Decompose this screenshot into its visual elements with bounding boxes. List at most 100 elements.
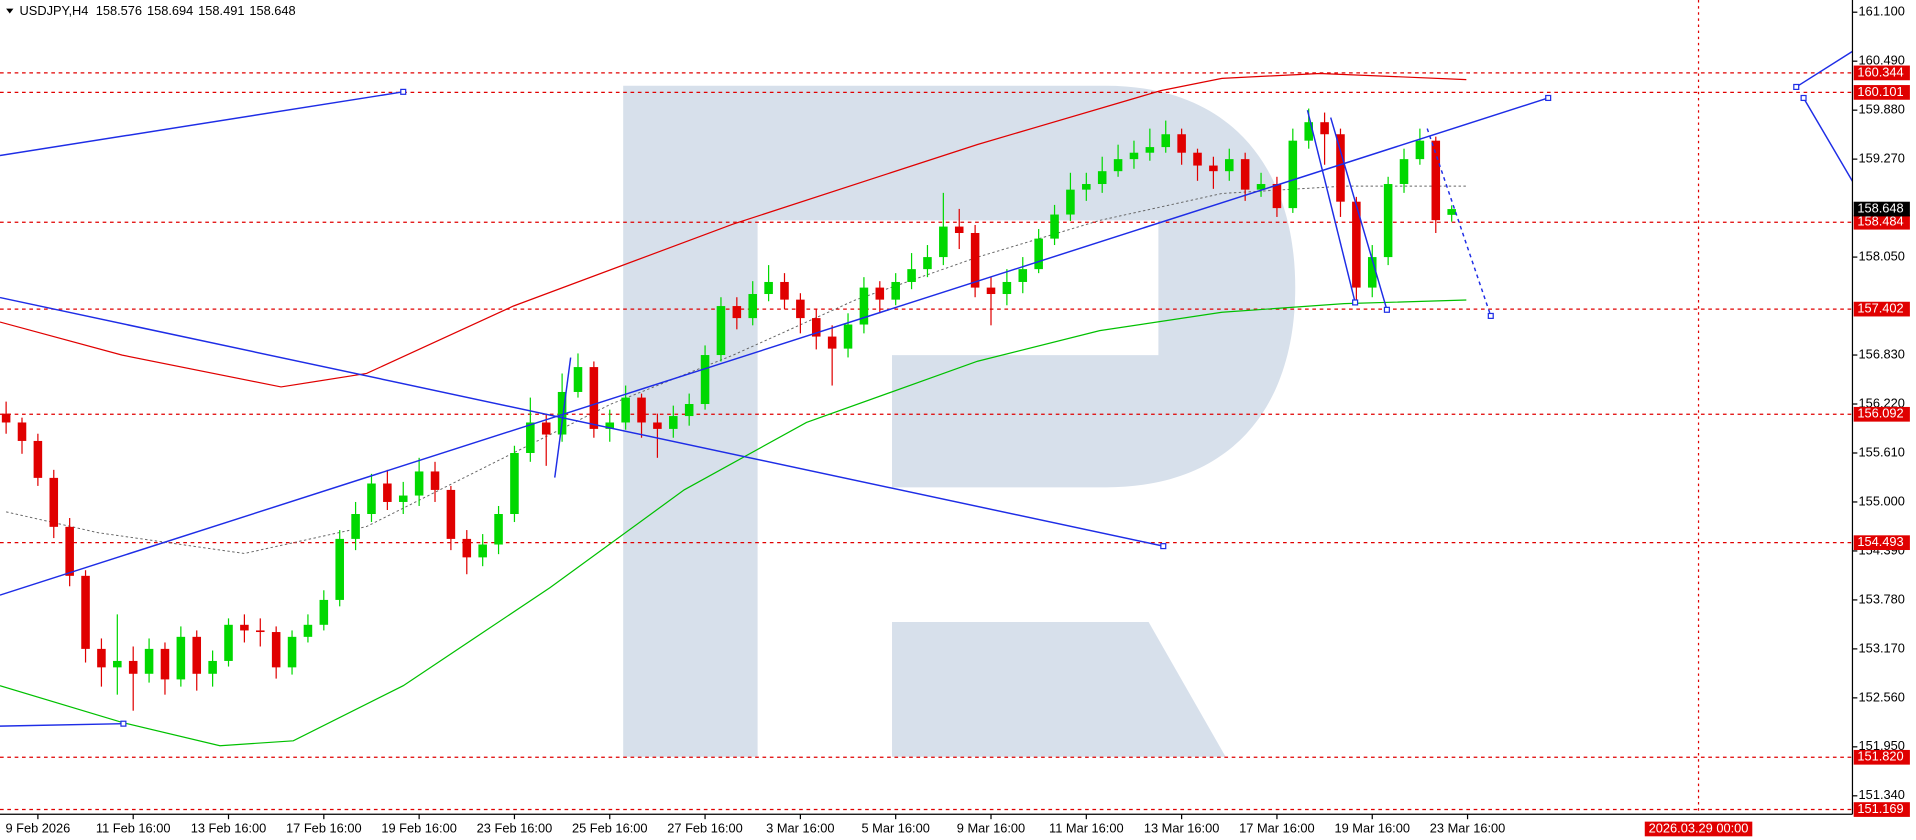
menu-arrow[interactable]: [6, 8, 14, 14]
x-tick-label: 17 Mar 16:00: [1239, 820, 1315, 835]
candle-body: [303, 624, 313, 637]
candle-body: [1240, 159, 1250, 190]
candle-body: [383, 483, 392, 502]
candle-body: [271, 632, 281, 668]
candle-body: [1352, 201, 1361, 288]
candle-body: [621, 397, 630, 423]
candle-body: [1256, 184, 1266, 190]
y-tick-label: 155.610: [1859, 444, 1905, 459]
x-tick-label: 11 Feb 16:00: [96, 820, 171, 835]
anchor: [1383, 306, 1390, 313]
y-tick-label: 153.780: [1859, 591, 1905, 606]
candle-body: [176, 636, 186, 680]
y-tick-label: 156.220: [1859, 395, 1905, 410]
trend-line: [1802, 97, 1854, 182]
candle-body: [1209, 165, 1218, 172]
candle-body: [1399, 159, 1409, 185]
levels: [0, 0, 1853, 815]
candle-body: [1193, 152, 1202, 166]
candle-body: [526, 422, 535, 453]
candle-body: [1002, 281, 1012, 295]
trend-line: [1426, 128, 1492, 317]
candle-body: [796, 299, 805, 319]
candle-body: [462, 538, 472, 558]
x-tick-label: 5 Mar 16:00: [861, 820, 929, 835]
trend-line: [1329, 117, 1388, 311]
candle-body: [1050, 214, 1059, 239]
trend-line: [0, 91, 404, 157]
moving-average: [0, 299, 1467, 747]
header: USDJPY,H4 158.576 158.694 158.491 158.648: [20, 4, 296, 19]
anchor: [1160, 543, 1167, 550]
x-tick-label: 9 Feb 2026: [5, 820, 70, 835]
candle-body: [732, 306, 742, 319]
bar-open: 158.576: [96, 4, 142, 19]
price-label: 158.648: [1857, 200, 1903, 215]
candle-body: [113, 660, 122, 668]
candle-body: [128, 660, 138, 674]
level-label: 158.484: [1857, 214, 1903, 229]
candle-body: [319, 599, 329, 625]
candle-body: [446, 489, 456, 539]
candle-body: [192, 636, 202, 674]
trend-line: [1795, 50, 1853, 88]
anchor: [1800, 94, 1807, 102]
candle-body: [414, 471, 424, 496]
watermark-shape: [892, 622, 1226, 757]
candle-body: [1097, 171, 1107, 185]
candle-body: [573, 367, 583, 392]
time-marker-box: [1644, 821, 1753, 837]
candle-body: [859, 287, 869, 325]
candles: [1, 108, 1456, 711]
moving-average: [0, 72, 1467, 388]
trend-line: [0, 97, 1549, 596]
candle-body: [669, 416, 678, 429]
y-tick-label: 158.050: [1859, 248, 1905, 263]
x-tick-label: 9 Mar 16:00: [957, 820, 1025, 835]
bar-high: 158.694: [147, 4, 193, 19]
trend-line: [1306, 110, 1356, 303]
x-tick-label: 19 Feb 16:00: [381, 820, 457, 835]
level-label: 151.169: [1857, 801, 1903, 816]
candle-body: [557, 391, 567, 435]
candle-body: [923, 257, 932, 270]
trend-line: [554, 357, 572, 478]
candle-body: [1066, 189, 1075, 215]
y-tick-label: 160.490: [1859, 53, 1905, 68]
candle-body: [1161, 134, 1171, 148]
level-box: [1853, 214, 1910, 230]
candle-body: [398, 495, 408, 502]
candle-body: [494, 514, 503, 545]
candle-body: [1145, 147, 1155, 153]
candle-body: [827, 336, 837, 349]
candle-body: [160, 648, 170, 680]
x-tick-label: 3 Mar 16:00: [766, 820, 834, 835]
anchor: [1545, 94, 1552, 102]
candle-body: [17, 422, 27, 441]
x-tick-label: 25 Feb 16:00: [572, 820, 648, 835]
candle-body: [1336, 134, 1345, 202]
candle-body: [907, 269, 916, 282]
y-tick-label: 151.340: [1859, 787, 1905, 802]
candle-body: [1129, 152, 1139, 160]
candle-body: [65, 526, 74, 576]
candle-body: [351, 514, 360, 539]
anchor: [120, 720, 127, 727]
candle-body: [33, 440, 43, 478]
candle-body: [256, 630, 265, 633]
level-box: [1853, 802, 1910, 817]
candle-body: [97, 648, 106, 668]
x-tick-label: 19 Mar 16:00: [1334, 820, 1410, 835]
candle-body: [430, 471, 440, 490]
candle-body: [986, 287, 996, 295]
candle-body: [1018, 269, 1028, 282]
level-label: 151.820: [1857, 749, 1903, 764]
candle-body: [541, 422, 551, 435]
trend-line: [0, 722, 124, 727]
candle-body: [287, 636, 297, 668]
candle-body: [208, 660, 217, 674]
candle-body: [891, 281, 900, 300]
x-tick-label: 23 Mar 16:00: [1430, 820, 1506, 835]
